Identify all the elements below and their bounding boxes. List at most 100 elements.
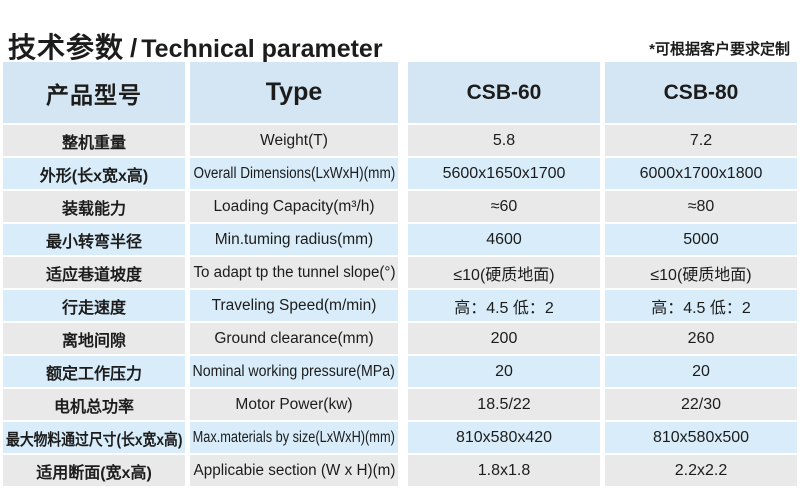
table-row: 200 260 xyxy=(408,323,797,354)
row-label-en: To adapt tp the tunnel slope(°) xyxy=(190,257,398,288)
row-label-en: Loading Capacity(m³/h) xyxy=(190,191,398,222)
value-csb-80: 7.2 xyxy=(605,125,797,156)
row-label-en: Applicabie section (W x H)(m) xyxy=(190,455,398,486)
table-row: 外形(长x宽x高) Overall Dimensions(LxWxH)(mm) xyxy=(3,158,398,189)
table-header-row: CSB-60 CSB-80 xyxy=(408,62,797,123)
label-text: 行走速度 xyxy=(61,299,126,317)
value-csb-60: 5.8 xyxy=(408,125,600,156)
value-text: ≈80 xyxy=(687,197,715,215)
value-csb-80: 260 xyxy=(605,323,797,354)
value-text: 200 xyxy=(490,329,518,347)
value-text: 5600x1650x1700 xyxy=(442,164,566,182)
row-label-cn: 装载能力 xyxy=(3,191,185,222)
value-text: 20 xyxy=(692,362,710,380)
row-label-en: Motor Power(kw) xyxy=(190,389,398,420)
value-text: 2.2x2.2 xyxy=(674,461,728,479)
table-header-row: 产品型号 Type xyxy=(3,62,398,123)
value-csb-60: ≈60 xyxy=(408,191,600,222)
table-row: 适应巷道坡度 To adapt tp the tunnel slope(°) xyxy=(3,257,398,288)
row-label-en: Traveling Speed(m/min) xyxy=(190,290,398,321)
value-text: 1.8x1.8 xyxy=(477,461,531,479)
value-text: 20 xyxy=(495,362,513,380)
value-text: 高：4.5 低：2 xyxy=(651,299,751,317)
label-text: 额定工作压力 xyxy=(45,365,142,383)
label-text: 离地间隙 xyxy=(61,332,126,350)
value-text: ≤10(硬质地面) xyxy=(453,266,555,284)
row-label-cn: 适用断面(宽x高) xyxy=(3,455,185,486)
header-cell-csb-80: CSB-80 xyxy=(605,62,797,123)
table-row: 装载能力 Loading Capacity(m³/h) xyxy=(3,191,398,222)
value-csb-60: 200 xyxy=(408,323,600,354)
table-row: 最大物料通过尺寸(长x宽x高) Max.materials by size(Lx… xyxy=(3,422,398,453)
label-text: Nominal working pressure(MPa) xyxy=(192,362,396,380)
label-text: Max.materials by size(LxWxH)(mm) xyxy=(192,428,396,446)
model-values-block: CSB-60 CSB-80 5.8 7.2 5600x1650x1700 600… xyxy=(408,62,797,486)
value-csb-80: 22/30 xyxy=(605,389,797,420)
label-text: Ground clearance(mm) xyxy=(214,329,374,347)
value-csb-80: ≤10(硬质地面) xyxy=(605,257,797,288)
table-row: 行走速度 Traveling Speed(m/min) xyxy=(3,290,398,321)
value-text: 6000x1700x1800 xyxy=(639,164,763,182)
value-text: 4600 xyxy=(486,230,522,248)
row-label-en: Weight(T) xyxy=(190,125,398,156)
label-text: 整机重量 xyxy=(61,134,126,152)
label-text: Loading Capacity(m³/h) xyxy=(213,197,375,215)
page-title-separator: / xyxy=(130,33,138,63)
table-row: 电机总功率 Motor Power(kw) xyxy=(3,389,398,420)
label-text: To adapt tp the tunnel slope(°) xyxy=(192,263,396,281)
table-row: ≤10(硬质地面) ≤10(硬质地面) xyxy=(408,257,797,288)
label-text: 外形(长x宽x高) xyxy=(39,167,149,185)
value-text: 5.8 xyxy=(492,131,516,149)
row-label-en: Nominal working pressure(MPa) xyxy=(190,356,398,387)
row-label-cn: 适应巷道坡度 xyxy=(3,257,185,288)
label-text: 适用断面(宽x高) xyxy=(36,464,152,482)
header-cell-product-model: 产品型号 xyxy=(3,62,185,123)
table-row: 离地间隙 Ground clearance(mm) xyxy=(3,323,398,354)
row-label-cn: 最小转弯半径 xyxy=(3,224,185,255)
row-label-cn: 离地间隙 xyxy=(3,323,185,354)
page-title: 技术参数 / Technical parameter xyxy=(8,34,383,62)
value-text: 260 xyxy=(687,329,715,347)
value-text: 高：4.5 低：2 xyxy=(454,299,554,317)
value-csb-60: 1.8x1.8 xyxy=(408,455,600,486)
value-csb-80: 2.2x2.2 xyxy=(605,455,797,486)
value-csb-80: ≈80 xyxy=(605,191,797,222)
label-text: Motor Power(kw) xyxy=(235,395,353,413)
header-cell-type: Type xyxy=(190,62,398,123)
header-label-cn: 产品型号 xyxy=(46,81,142,108)
customization-note: *可根据客户要求定制 xyxy=(649,41,790,58)
row-label-cn: 电机总功率 xyxy=(3,389,185,420)
row-label-en: Ground clearance(mm) xyxy=(190,323,398,354)
value-csb-80: 5000 xyxy=(605,224,797,255)
value-csb-60: 5600x1650x1700 xyxy=(408,158,600,189)
table-row: 5.8 7.2 xyxy=(408,125,797,156)
value-text: 7.2 xyxy=(689,131,713,149)
value-text: ≤10(硬质地面) xyxy=(650,266,752,284)
page-title-cn: 技术参数 xyxy=(8,32,125,63)
table-row: 最小转弯半径 Min.tuming radius(mm) xyxy=(3,224,398,255)
label-text: 装载能力 xyxy=(61,200,126,218)
value-text: 22/30 xyxy=(680,395,722,413)
page-title-en: Technical parameter xyxy=(141,35,383,63)
value-csb-80: 20 xyxy=(605,356,797,387)
value-csb-60: 4600 xyxy=(408,224,600,255)
spec-table: 产品型号 Type 整机重量 Weight(T) 外形(长x宽x高) Overa… xyxy=(0,62,800,486)
value-csb-60: 20 xyxy=(408,356,600,387)
table-row: 5600x1650x1700 6000x1700x1800 xyxy=(408,158,797,189)
label-text: 最小转弯半径 xyxy=(45,233,142,251)
table-row: 810x580x420 810x580x500 xyxy=(408,422,797,453)
header-cell-csb-60: CSB-60 xyxy=(408,62,600,123)
model-name: CSB-80 xyxy=(663,80,739,104)
row-label-en: Max.materials by size(LxWxH)(mm) xyxy=(190,422,398,453)
value-csb-80: 810x580x500 xyxy=(605,422,797,453)
table-row: 4600 5000 xyxy=(408,224,797,255)
label-text: Traveling Speed(m/min) xyxy=(211,296,377,314)
row-label-cn: 额定工作压力 xyxy=(3,356,185,387)
table-row: 整机重量 Weight(T) xyxy=(3,125,398,156)
table-row: 20 20 xyxy=(408,356,797,387)
label-text: 最大物料通过尺寸(长x宽x高) xyxy=(5,431,183,449)
label-text: 电机总功率 xyxy=(53,398,134,416)
model-name: CSB-60 xyxy=(466,80,542,104)
row-label-cn: 最大物料通过尺寸(长x宽x高) xyxy=(3,422,185,453)
parameter-name-block: 产品型号 Type 整机重量 Weight(T) 外形(长x宽x高) Overa… xyxy=(3,62,398,486)
